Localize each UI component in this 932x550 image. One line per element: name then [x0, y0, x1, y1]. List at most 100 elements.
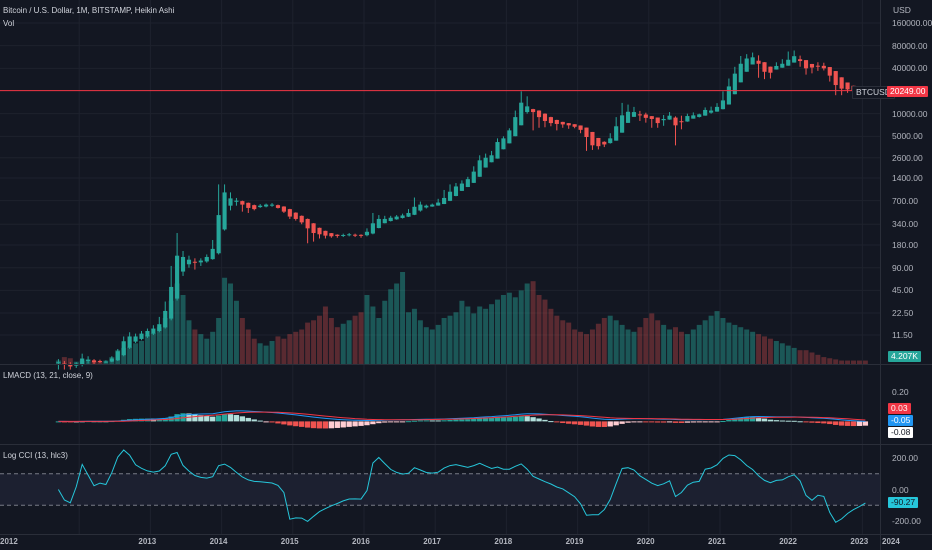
volume-bar: [346, 320, 352, 364]
candle-body: [382, 218, 387, 224]
candle-body: [691, 115, 696, 119]
macd-histogram-bar: [215, 415, 222, 422]
volume-bar: [447, 315, 453, 364]
candle-body: [756, 60, 761, 64]
volume-bar: [210, 331, 216, 364]
volume-bar: [661, 324, 667, 364]
macd-histogram-bar: [512, 416, 518, 422]
volume-bar: [400, 272, 406, 364]
macd-histogram-bar: [233, 415, 240, 422]
volume-bar: [186, 320, 192, 364]
volume-bar: [340, 323, 346, 364]
volume-bar: [411, 308, 417, 364]
macd-histogram-bar: [714, 421, 720, 423]
volume-bar: [578, 331, 584, 364]
volume-bar: [322, 306, 328, 364]
candle-body: [103, 361, 108, 363]
macd-histogram-bar: [785, 420, 791, 422]
time-tick: 2022: [779, 537, 797, 546]
macd-histogram-bar: [399, 421, 406, 423]
volume-bar: [506, 292, 512, 364]
candle-body: [709, 110, 714, 113]
volume-bar: [370, 306, 376, 364]
macd-histogram-bar: [536, 418, 542, 422]
volume-bar: [471, 313, 477, 364]
candle-body: [240, 201, 245, 205]
candle-body: [436, 202, 441, 206]
volume-bar: [589, 329, 595, 364]
macd-histogram-bar: [453, 419, 459, 422]
volume-bar: [732, 324, 738, 364]
volume-bar: [263, 345, 269, 364]
candle-body: [519, 102, 524, 126]
candle-body: [275, 205, 281, 208]
volume-bar: [720, 318, 726, 364]
volume-bar: [352, 315, 358, 364]
candle-body: [732, 73, 737, 95]
volume-bar: [839, 360, 845, 364]
candle-body: [175, 255, 180, 299]
macd-histogram-bar: [678, 421, 685, 423]
macd-histogram-bar: [376, 421, 382, 424]
candle-body: [839, 77, 844, 89]
cci-value-badge: -90.27: [888, 497, 919, 508]
volume-bar: [245, 329, 251, 364]
candle-body: [501, 138, 506, 150]
volume-bar: [542, 299, 548, 364]
volume-bar: [477, 306, 483, 364]
macd-histogram-bar: [316, 421, 323, 429]
volume-bar: [174, 283, 180, 364]
volume-bar: [809, 352, 815, 364]
candle-body: [198, 260, 203, 263]
macd-histogram-bar: [281, 421, 287, 425]
macd-histogram-bar: [482, 418, 489, 422]
macd-histogram-bar: [447, 419, 453, 422]
time-tick: 2014: [209, 537, 228, 546]
candle-body: [661, 118, 666, 121]
macd-histogram-bar: [269, 421, 275, 423]
volume-bar: [518, 290, 524, 364]
candle-body: [347, 234, 352, 236]
macd-histogram-bar: [696, 421, 702, 423]
volume-bar: [797, 350, 803, 364]
volume-bar: [394, 283, 400, 364]
macd-histogram-bar: [530, 417, 536, 422]
cci-band: [0, 473, 880, 506]
cci-tick: 200.00: [892, 452, 918, 463]
signal-line-badge: -0.08: [888, 427, 914, 438]
macd-histogram-bar: [702, 421, 708, 423]
candle-body: [578, 125, 583, 130]
candle-body: [655, 117, 660, 124]
volume-bar: [554, 315, 560, 364]
macd-histogram-bar: [666, 421, 673, 423]
candle-body: [703, 109, 708, 116]
macd-histogram-bar: [767, 419, 774, 422]
macd-histogram-bar: [744, 417, 750, 422]
macd-histogram-bar: [257, 420, 263, 422]
volume-bar: [133, 343, 139, 364]
candle-body: [726, 86, 731, 105]
candle-body: [370, 223, 375, 234]
volume-label: Vol: [3, 19, 15, 28]
macd-line-badge: -0.05: [888, 415, 914, 426]
candle-body: [465, 179, 470, 188]
volume-bar: [287, 334, 293, 364]
cci-tick: 0.00: [892, 484, 909, 495]
candle-body: [673, 117, 678, 126]
macd-histogram-bar: [660, 421, 667, 423]
macd-histogram-bar: [619, 421, 625, 424]
macd-histogram-bar: [862, 421, 869, 426]
candle-body: [287, 209, 292, 217]
candle-body: [400, 215, 405, 218]
volume-bar: [714, 311, 720, 364]
macd-histogram-badge: 0.03: [888, 403, 911, 414]
candle-body: [531, 109, 536, 113]
volume-bar: [827, 358, 833, 364]
candle-body: [97, 360, 103, 362]
volume-bar: [465, 306, 471, 364]
candle-body: [264, 204, 269, 207]
candle-body: [133, 336, 138, 342]
candle-body: [115, 351, 120, 361]
volume-bar: [524, 283, 530, 364]
